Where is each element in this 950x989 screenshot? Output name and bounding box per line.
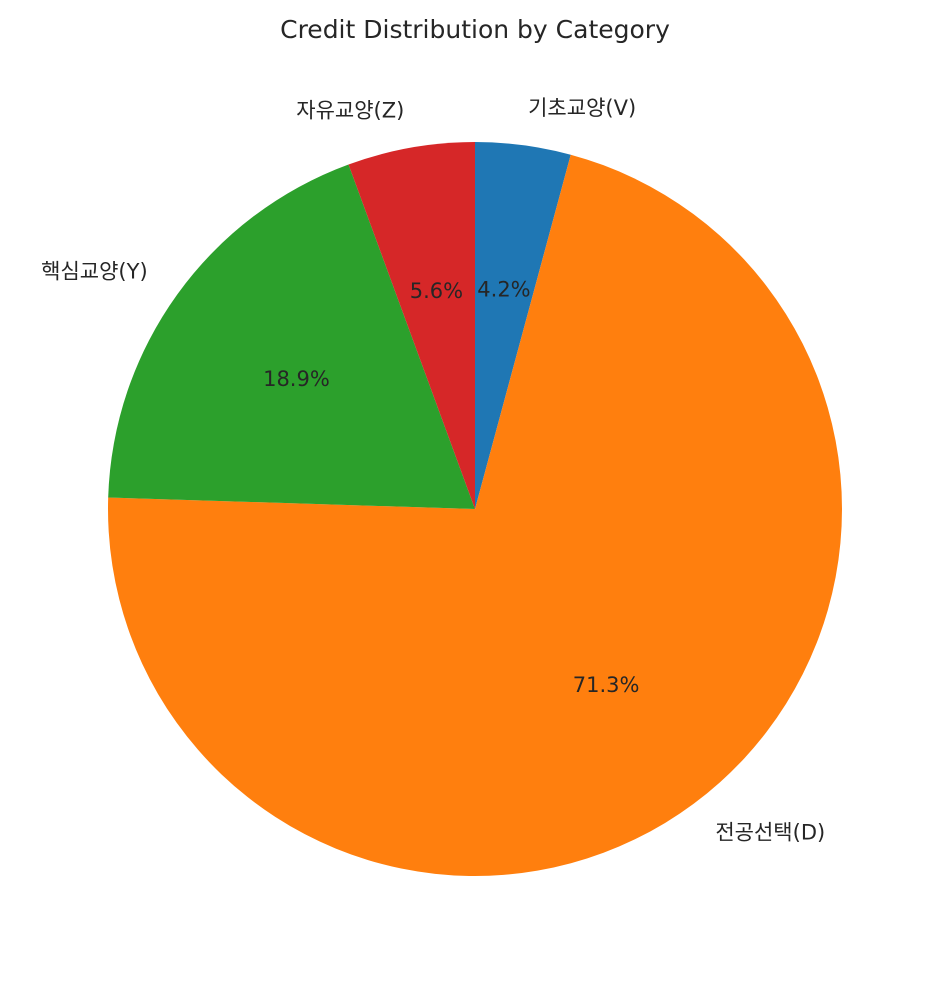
pct-label-2: 71.3%: [573, 673, 640, 697]
slice-label-2: 전공선택(D): [715, 820, 825, 844]
pct-label-1: 4.2%: [477, 278, 530, 302]
slice-label-4: 자유교양(Z): [296, 99, 404, 123]
pie-slice-1: [475, 142, 571, 509]
pie-slice-4: [348, 142, 475, 509]
pie-slice-2: [107, 154, 842, 876]
pct-label-4: 5.6%: [410, 279, 463, 303]
pie-labels: 기초교양(V) 4.2% 전공선택(D) 71.3% 핵심교양(Y) 18.9% 자유교양(…: [41, 96, 825, 845]
slice-label-1: 기초교양(V): [528, 96, 636, 120]
slice-label-3: 핵심교양(Y): [41, 260, 148, 284]
chart-title: Credit Distribution by Category: [280, 15, 670, 44]
pie-slice-3: [108, 164, 475, 509]
pct-label-3: 18.9%: [263, 367, 330, 391]
pie-slices: [107, 142, 842, 876]
